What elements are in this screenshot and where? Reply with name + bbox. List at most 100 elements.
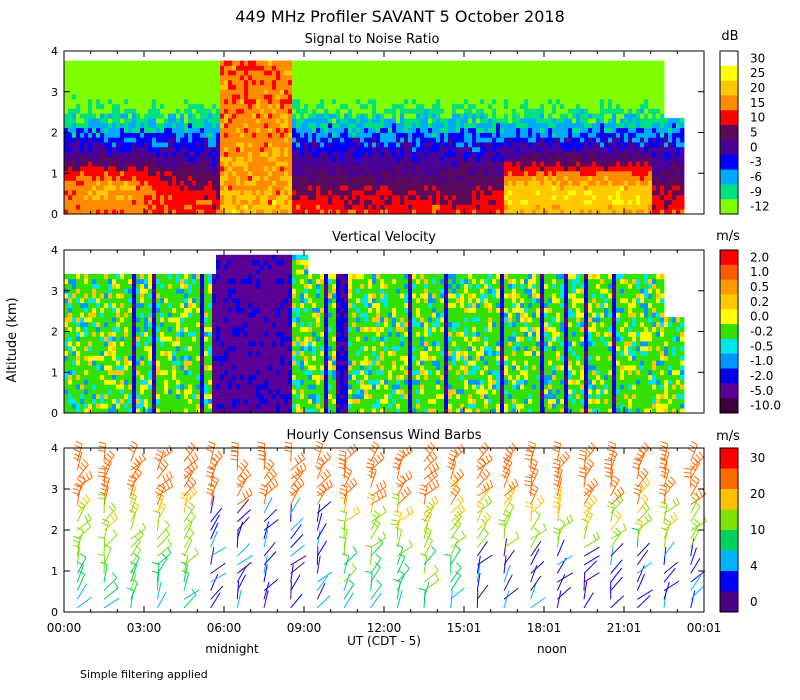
snr-cell	[532, 146, 537, 153]
snr-cell	[648, 84, 653, 90]
snr-cell	[632, 94, 637, 100]
snr-cell	[432, 122, 437, 129]
snr-cell	[400, 118, 405, 124]
snr-cell	[104, 204, 109, 210]
snr-cell	[440, 194, 445, 201]
snr-cell	[552, 209, 557, 215]
snr-cell	[640, 127, 645, 133]
snr-cell	[232, 70, 237, 76]
snr-cell	[132, 74, 137, 81]
snr-cell	[352, 175, 357, 181]
snr-cell	[516, 185, 521, 191]
snr-cell	[620, 199, 625, 205]
snr-cell	[568, 118, 573, 124]
snr-cell	[168, 74, 173, 81]
snr-cell	[672, 137, 677, 143]
snr-cell	[328, 180, 333, 186]
snr-cell	[632, 113, 637, 119]
snr-cell	[240, 151, 245, 157]
snr-cell	[268, 151, 273, 157]
y-tick-label: 2	[51, 127, 58, 140]
snr-cell	[276, 60, 281, 66]
snr-cell	[540, 209, 545, 215]
snr-cell	[468, 122, 473, 129]
snr-cell	[184, 137, 189, 143]
snr-cell	[424, 137, 429, 143]
snr-cell	[452, 185, 457, 191]
snr-cell	[344, 65, 349, 71]
snr-cell	[540, 190, 545, 196]
snr-cell	[580, 137, 585, 143]
snr-cell	[448, 79, 453, 85]
snr-cell	[312, 118, 317, 124]
snr-cell	[444, 79, 449, 85]
snr-cell	[616, 132, 621, 138]
snr-cell	[220, 74, 225, 81]
snr-cell	[312, 199, 317, 205]
snr-cell	[612, 180, 617, 186]
snr-cell	[152, 166, 157, 172]
snr-cell	[132, 132, 137, 138]
snr-cell	[596, 146, 601, 153]
snr-cell	[288, 84, 293, 90]
snr-cell	[436, 166, 441, 172]
snr-cell	[368, 161, 373, 167]
snr-cell	[284, 122, 289, 129]
snr-cell	[88, 118, 93, 124]
snr-cell	[664, 209, 669, 215]
snr-cell	[428, 74, 433, 81]
snr-cell	[476, 170, 481, 177]
snr-cell	[472, 122, 477, 129]
snr-cell	[572, 89, 577, 95]
snr-cell	[544, 113, 549, 119]
snr-cell	[564, 98, 569, 105]
snr-cell	[468, 94, 473, 100]
snr-cell	[668, 199, 673, 205]
snr-cell	[268, 170, 273, 177]
snr-cell	[640, 89, 645, 95]
snr-cell	[288, 209, 293, 215]
snr-cell	[632, 166, 637, 172]
snr-cell	[676, 122, 681, 129]
snr-cell	[316, 194, 321, 201]
snr-cell	[112, 98, 117, 105]
snr-cell	[428, 70, 433, 76]
snr-cell	[500, 199, 505, 205]
snr-cell	[640, 151, 645, 157]
snr-cell	[596, 190, 601, 196]
snr-cell	[164, 137, 169, 143]
snr-cell	[236, 166, 241, 172]
snr-cell	[628, 204, 633, 210]
snr-cell	[156, 122, 161, 129]
snr-cell	[304, 103, 309, 109]
snr-cell	[480, 94, 485, 100]
snr-cell	[428, 98, 433, 105]
snr-cell	[212, 151, 217, 157]
snr-cell	[532, 199, 537, 205]
snr-cell	[316, 209, 321, 215]
snr-cell	[224, 161, 229, 167]
snr-cell	[356, 98, 361, 105]
snr-cell	[380, 166, 385, 172]
snr-cell	[224, 122, 229, 129]
snr-cell	[164, 108, 169, 114]
snr-cell	[500, 79, 505, 85]
snr-cell	[300, 151, 305, 157]
snr-cell	[592, 74, 597, 81]
snr-cell	[276, 103, 281, 109]
snr-cell	[668, 194, 673, 201]
snr-cell	[572, 170, 577, 177]
snr-cell	[604, 151, 609, 157]
snr-cell	[292, 146, 297, 153]
snr-cell	[172, 204, 177, 210]
snr-cell	[336, 108, 341, 114]
snr-cell	[256, 60, 261, 66]
snr-cell	[668, 146, 673, 153]
snr-cell	[308, 204, 313, 210]
snr-cell	[132, 180, 137, 186]
snr-cell	[512, 190, 517, 196]
snr-cell	[396, 103, 401, 109]
snr-cell	[188, 103, 193, 109]
snr-cell	[168, 199, 173, 205]
snr-cell	[636, 127, 641, 133]
